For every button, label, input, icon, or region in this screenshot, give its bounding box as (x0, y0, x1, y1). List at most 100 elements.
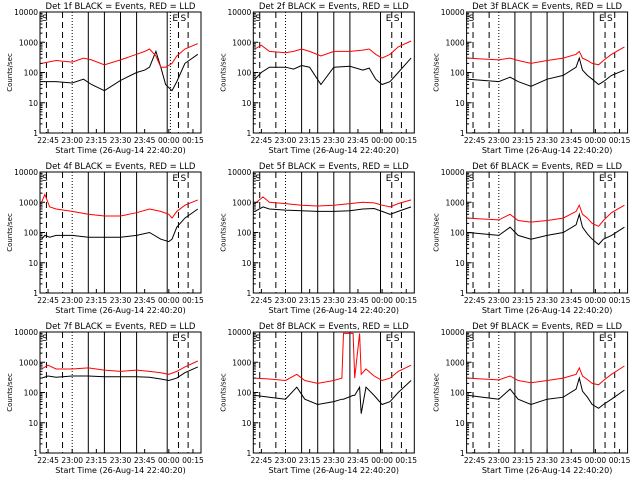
chart-panel: 1 10 100 1000 10000 22:45 23:00 23:15 23:30 23:45… (433, 2, 631, 155)
x-tick-label: 00:15 (609, 136, 631, 145)
x-tick-label: 00:15 (182, 296, 204, 305)
x-tick-label: 23:45 (347, 296, 369, 305)
y-tick-label: 1 (33, 129, 38, 138)
start-marker-label: S (607, 14, 613, 24)
y-tick-label: 100 (24, 69, 39, 78)
events-series-line (41, 208, 199, 243)
x-axis-title: Start Time (26-Aug-14 22:40:20) (55, 306, 186, 315)
start-marker-label: S (180, 334, 186, 344)
y-axis-title: Counts/sec (6, 373, 14, 412)
y-tick-label: 1 (247, 289, 252, 298)
events-series-line (468, 212, 625, 246)
y-tick-label: 1 (460, 449, 465, 458)
y-tick-label: 10 (28, 259, 38, 268)
events-series-line (254, 206, 412, 215)
x-tick-label: 23:45 (560, 296, 582, 305)
x-tick-label: 23:45 (134, 456, 156, 465)
events-series-line (41, 366, 199, 382)
y-tick-label: 100 (237, 229, 252, 238)
y-tick-label: 10000 (441, 168, 465, 177)
y-tick-label: 10 (242, 419, 252, 428)
chart-panel: 1 10 100 1000 10000 22:45 23:00 23:15 23:30 23:45… (433, 162, 631, 315)
x-tick-label: 00:15 (182, 136, 204, 145)
lld-series-line (468, 203, 625, 227)
x-tick-label: 23:30 (536, 296, 558, 305)
start-marker-label: S (255, 334, 261, 344)
x-tick-label: 00:00 (585, 136, 607, 145)
y-tick-label: 10000 (14, 8, 38, 17)
y-tick-label: 10000 (14, 328, 38, 337)
x-tick-label: 23:15 (86, 136, 108, 145)
end-marker-label: E (599, 14, 605, 24)
y-tick-label: 1 (460, 129, 465, 138)
y-tick-label: 10000 (227, 168, 251, 177)
x-tick-label: 00:15 (395, 136, 417, 145)
x-tick-label: 22:45 (464, 296, 486, 305)
events-series-line (41, 49, 199, 92)
start-marker-label: S (394, 14, 400, 24)
y-tick-label: 1 (33, 289, 38, 298)
y-tick-label: 10 (28, 419, 38, 428)
x-tick-label: 00:00 (585, 296, 607, 305)
start-marker-label: S (469, 334, 475, 344)
x-tick-label: 23:45 (560, 136, 582, 145)
x-tick-label: 00:00 (371, 296, 393, 305)
y-tick-label: 100 (450, 389, 465, 398)
y-axis-title: Counts/sec (6, 213, 14, 252)
x-axis-title: Start Time (26-Aug-14 22:40:20) (269, 466, 400, 475)
x-tick-label: 23:15 (86, 296, 108, 305)
x-tick-label: 23:45 (560, 456, 582, 465)
end-marker-label: E (386, 14, 392, 24)
y-tick-label: 10000 (441, 8, 465, 17)
x-tick-label: 00:00 (158, 456, 180, 465)
y-tick-label: 10000 (441, 328, 465, 337)
x-axis-title: Start Time (26-Aug-14 22:40:20) (482, 306, 612, 315)
chart-panel: 1 10 100 1000 10000 22:45 23:00 23:15 23:30 23:45… (219, 2, 417, 155)
start-marker-label: S (255, 14, 261, 24)
x-tick-label: 22:45 (37, 296, 59, 305)
end-marker-label: E (172, 174, 178, 184)
x-tick-label: 22:45 (464, 136, 486, 145)
start-marker-label: S (42, 14, 48, 24)
x-tick-label: 23:30 (323, 456, 345, 465)
x-tick-label: 23:00 (61, 296, 83, 305)
x-tick-label: 23:15 (299, 296, 321, 305)
end-marker-label: E (172, 14, 178, 24)
x-tick-label: 23:45 (134, 136, 156, 145)
y-axis-title: Counts/sec (219, 53, 227, 92)
x-axis-title: Start Time (26-Aug-14 22:40:20) (269, 306, 400, 315)
x-axis-title: Start Time (26-Aug-14 22:40:20) (55, 466, 186, 475)
y-tick-label: 1000 (232, 198, 251, 207)
y-tick-label: 10000 (227, 328, 251, 337)
x-tick-label: 22:45 (251, 456, 273, 465)
panel-title: Det 1f BLACK = Events, RED = LLD (46, 2, 196, 12)
x-tick-label: 00:15 (395, 456, 417, 465)
start-marker-label: S (394, 334, 400, 344)
x-tick-label: 23:00 (275, 296, 297, 305)
start-marker-label: S (42, 174, 48, 184)
y-tick-label: 10000 (14, 168, 38, 177)
lld-series-line (254, 40, 412, 59)
panel-title: Det 9f BLACK = Events, RED = LLD (472, 322, 622, 332)
x-tick-label: 00:00 (371, 136, 393, 145)
panel-title: Det 5f BLACK = Events, RED = LLD (259, 162, 409, 172)
x-tick-label: 23:30 (110, 296, 132, 305)
lld-series-line (41, 43, 198, 68)
x-tick-label: 23:30 (110, 136, 132, 145)
y-tick-label: 1000 (232, 358, 251, 367)
x-tick-label: 23:30 (323, 136, 345, 145)
events-series-line (468, 376, 625, 409)
events-series-line (254, 380, 412, 414)
x-tick-label: 23:30 (323, 296, 345, 305)
x-axis-title: Start Time (26-Aug-14 22:40:20) (482, 146, 612, 155)
y-axis-title: Counts/sec (219, 213, 227, 252)
lld-series-line (41, 360, 199, 375)
start-marker-label: S (255, 174, 261, 184)
events-series-line (254, 57, 412, 86)
panel-title: Det 2f BLACK = Events, RED = LLD (259, 2, 409, 12)
x-tick-label: 23:15 (299, 456, 321, 465)
start-marker-label: S (180, 174, 186, 184)
lld-series-line (468, 365, 625, 386)
lld-series-line (254, 332, 412, 384)
y-tick-label: 1 (33, 449, 38, 458)
